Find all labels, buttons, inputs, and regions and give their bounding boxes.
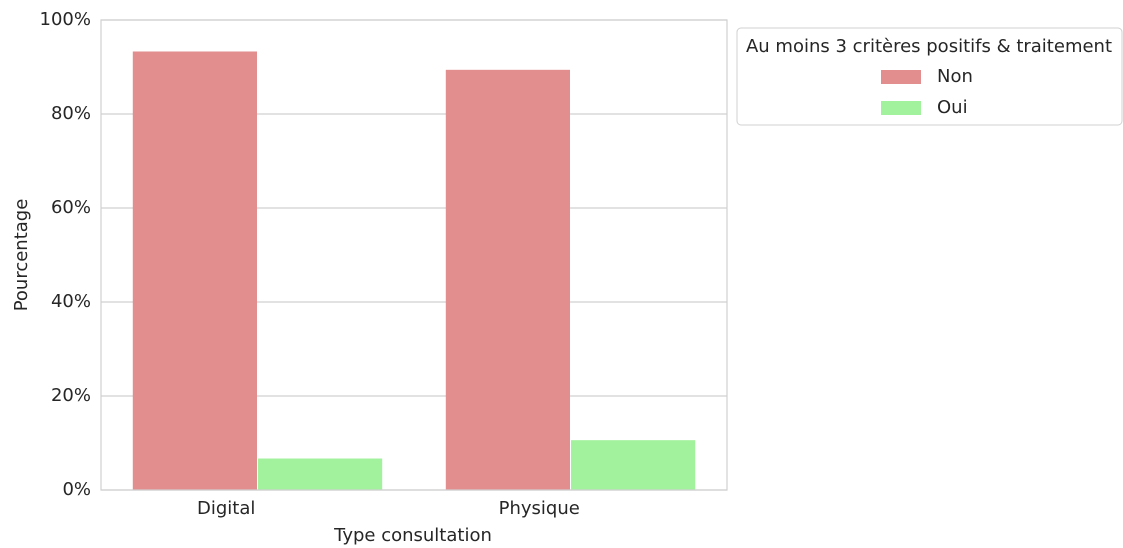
x-tick-label: Physique bbox=[499, 498, 580, 519]
legend-swatch bbox=[881, 101, 921, 115]
x-tick-label: Digital bbox=[197, 498, 255, 519]
bar bbox=[132, 51, 257, 491]
y-axis-label: Pourcentage bbox=[11, 199, 32, 312]
legend-box bbox=[736, 27, 1123, 126]
legend-label: Non bbox=[937, 66, 973, 87]
y-tick-label: 0% bbox=[62, 479, 91, 500]
bar bbox=[571, 440, 696, 490]
y-tick-label: 40% bbox=[51, 291, 91, 312]
y-tick-label: 80% bbox=[51, 103, 91, 124]
x-axis-label: Type consultation bbox=[333, 525, 492, 546]
legend-swatch bbox=[881, 70, 921, 84]
legend-label: Oui bbox=[937, 97, 968, 118]
y-tick-label: 20% bbox=[51, 385, 91, 406]
y-tick-label: 60% bbox=[51, 197, 91, 218]
bar bbox=[445, 69, 570, 490]
plot-frame bbox=[100, 19, 728, 491]
bar bbox=[258, 458, 383, 490]
legend-title: Au moins 3 critères positifs & traitemen… bbox=[746, 36, 1112, 57]
y-tick-label: 100% bbox=[40, 9, 91, 30]
